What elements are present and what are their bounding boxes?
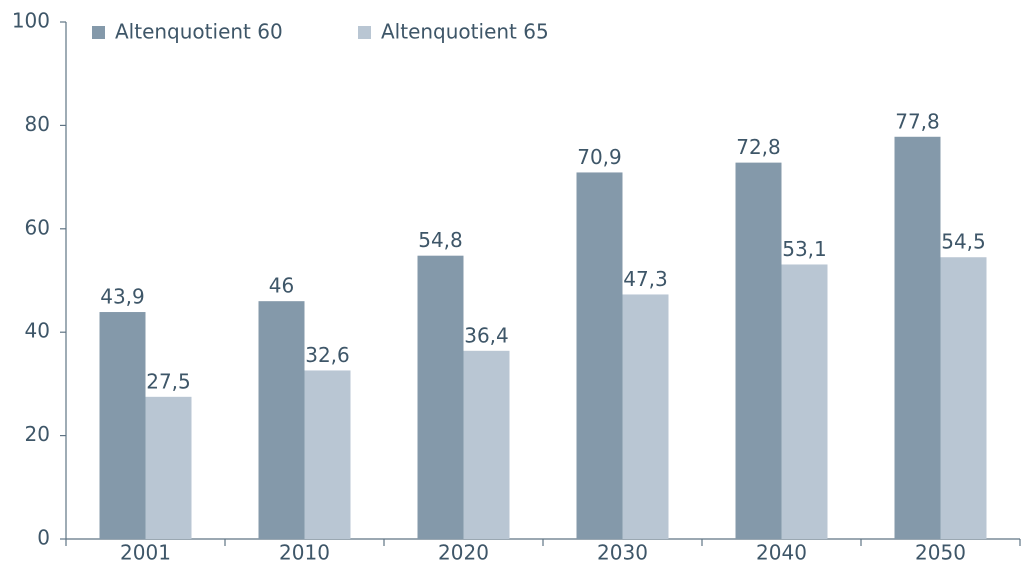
value-label: 46 [269,274,294,298]
bar [417,255,464,539]
y-tick-label: 60 [25,215,50,239]
value-label: 54,5 [941,230,986,254]
value-label: 27,5 [146,369,191,393]
value-label: 77,8 [895,109,940,133]
x-tick-label: 2040 [756,541,807,562]
x-tick-label: 2001 [120,541,171,562]
y-tick-label: 40 [25,319,50,343]
bar [940,257,987,539]
bar [463,350,510,539]
y-tick-label: 100 [12,9,50,33]
value-label: 72,8 [736,135,781,159]
bar [894,136,941,540]
x-tick-label: 2030 [597,541,648,562]
value-label: 70,9 [577,145,622,169]
value-label: 43,9 [100,285,145,309]
bar [145,396,192,539]
y-tick-label: 80 [25,112,50,136]
bar [781,264,828,539]
legend-swatch [358,26,371,39]
y-tick-label: 20 [25,422,50,446]
legend-label: Altenquotient 65 [381,20,549,44]
value-label: 36,4 [464,323,509,347]
bar [576,172,623,539]
value-label: 32,6 [305,343,350,367]
bar [735,162,782,539]
bar [304,370,351,539]
bar [622,294,669,539]
value-label: 53,1 [782,237,827,261]
x-tick-label: 2020 [438,541,489,562]
bar [99,312,146,539]
legend-label: Altenquotient 60 [115,20,283,44]
x-tick-label: 2050 [915,541,966,562]
x-tick-label: 2010 [279,541,330,562]
bar [258,301,305,539]
legend-swatch [92,26,105,39]
value-label: 54,8 [418,228,463,252]
value-label: 47,3 [623,267,668,291]
y-tick-label: 0 [37,526,50,550]
